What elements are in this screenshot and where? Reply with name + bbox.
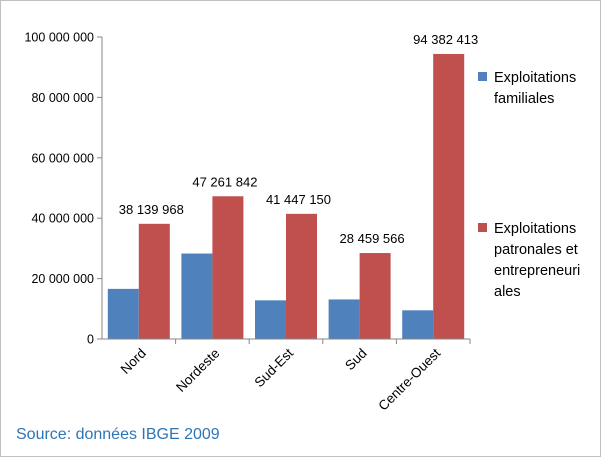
y-tick-label: 20 000 000	[31, 272, 94, 286]
bar-familiales	[255, 300, 286, 339]
bar-patronales	[359, 253, 391, 339]
bar-patronales	[212, 196, 244, 339]
bar-patronales	[138, 223, 170, 339]
x-category-label: Sud-Est	[252, 345, 297, 390]
bars: 38 139 968 47 261 842 41 447 150 28 459 566…	[107, 32, 478, 339]
data-label: 28 459 566	[340, 231, 405, 246]
legend-swatch-familiales	[478, 72, 487, 81]
x-category-label: Sud	[342, 346, 370, 374]
data-label: 94 382 413	[413, 32, 478, 47]
legend: Exploitations familiales Exploitations patr…	[478, 70, 580, 300]
x-category-label: Nord	[118, 346, 149, 377]
y-tick-label: 40 000 000	[31, 212, 94, 226]
data-label: 38 139 968	[119, 202, 184, 217]
legend-label: ales	[494, 284, 521, 300]
x-category-label: Centre-Ouest	[375, 345, 443, 413]
bar-familiales	[328, 299, 360, 339]
y-tick-label: 60 000 000	[31, 151, 94, 165]
x-category-label: Nordeste	[173, 346, 222, 395]
bar-patronales	[286, 213, 317, 339]
legend-swatch-patronales	[478, 223, 487, 232]
y-tick-label: 0	[87, 333, 94, 347]
data-label: 47 261 842	[192, 174, 257, 189]
data-label: 41 447 150	[266, 192, 331, 207]
bar-familiales	[402, 310, 434, 339]
bar-familiales	[181, 253, 213, 339]
legend-label: familiales	[494, 91, 554, 107]
legend-label: Exploitations	[494, 70, 576, 86]
bar-patronales	[433, 53, 465, 339]
legend-label: Exploitations	[494, 221, 576, 237]
bar-familiales	[107, 288, 139, 339]
y-tick-label: 80 000 000	[31, 91, 94, 105]
y-tick-label: 100 000 000	[24, 31, 94, 45]
y-axis: 0 20 000 000 40 000 000 60 000 000 80 000 00…	[24, 31, 103, 347]
legend-label: entrepreneuri	[494, 263, 580, 279]
source-note: Source: données IBGE 2009	[16, 426, 220, 443]
x-axis: Nord Nordeste Sud-Est Sud Centre-Ouest	[102, 338, 471, 413]
legend-label: patronales et	[494, 242, 578, 258]
